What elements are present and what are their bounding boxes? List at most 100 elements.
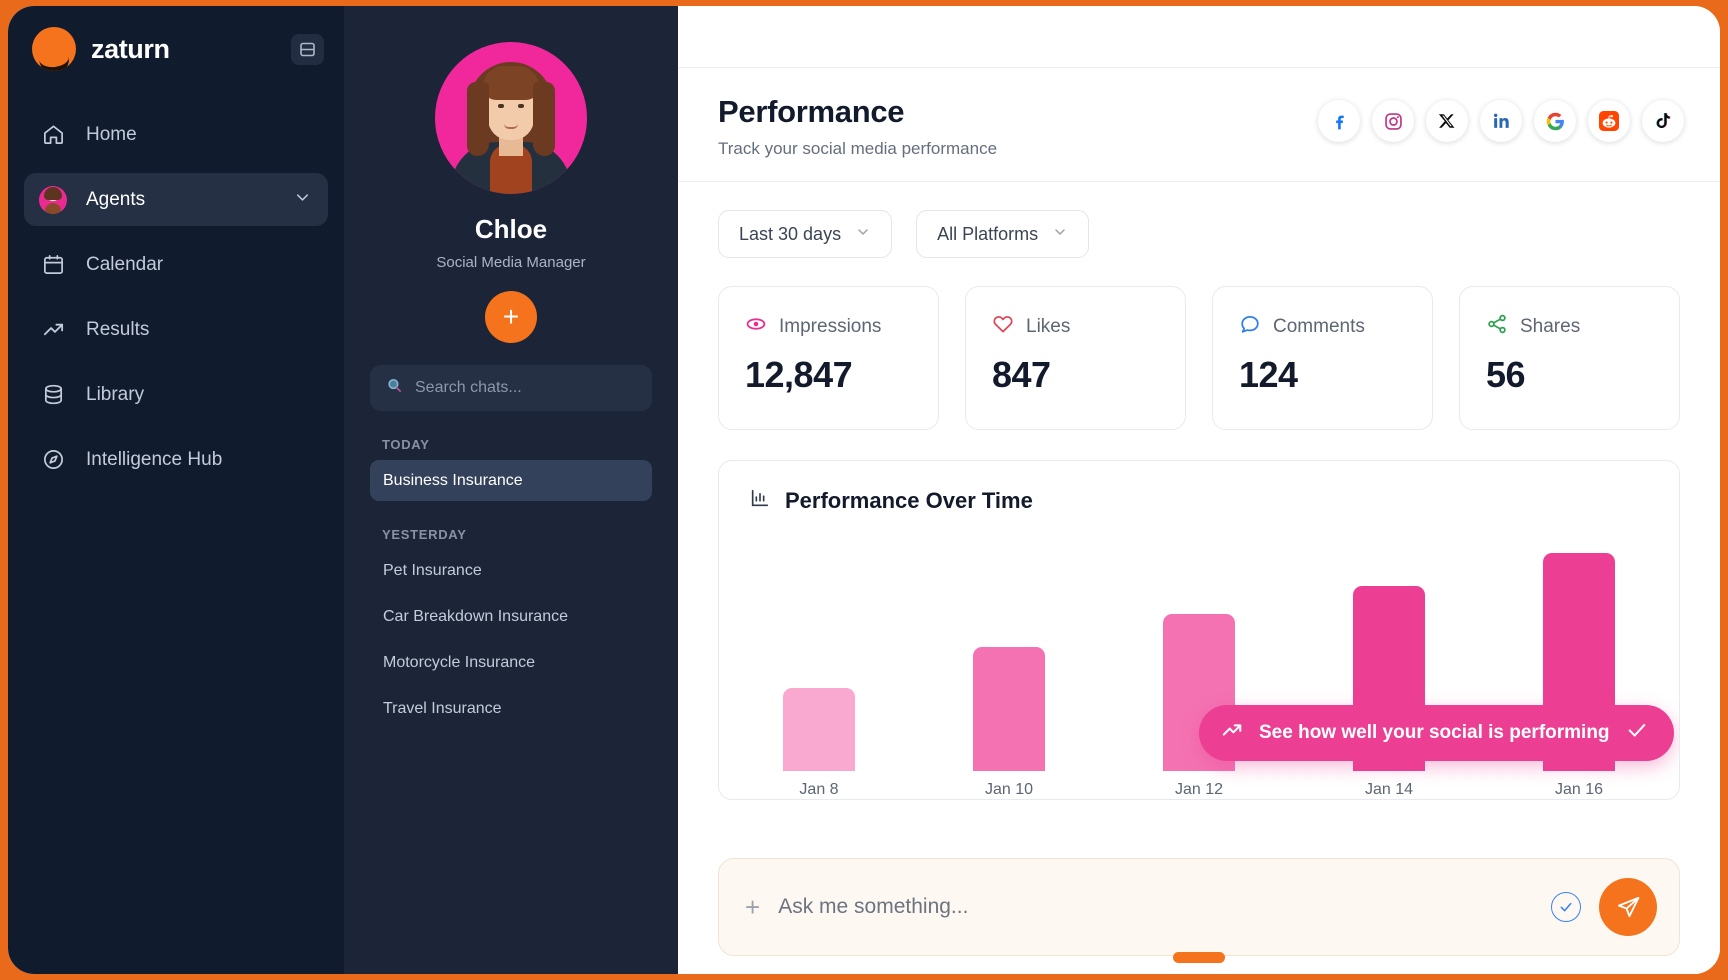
compass-icon [40,447,66,473]
left-sidebar: zaturn Home Agents [8,6,344,974]
bar-axis-label: Jan 12 [1174,781,1224,798]
list-item[interactable]: Travel Insurance [383,699,502,717]
check-circle-icon[interactable] [1551,892,1581,922]
sidebar-item-label: Agents [86,188,146,210]
sidebar-item-label: Calendar [86,253,164,275]
avatar [435,42,587,194]
instagram-icon[interactable] [1372,100,1414,142]
x-twitter-icon[interactable] [1426,100,1468,142]
chart-bar[interactable] [973,646,1045,771]
heart-icon [992,313,1014,340]
sidebar-item-label: Home [86,123,137,145]
list-item[interactable]: Car Breakdown Insurance [383,607,568,625]
bar-chart-plot: Jan 8 Jan 10 Jan 12 Jan 14 Jan 16 [749,551,1649,799]
date-range-select[interactable]: Last 30 days [718,210,893,258]
chevron-down-icon [1052,224,1068,245]
chat-group-label-yesterday: YESTERDAY [382,527,467,542]
agent-avatar-icon [39,185,67,214]
bar-axis-label: Jan 16 [1554,781,1604,798]
stat-value: 56 [1486,354,1526,395]
list-item[interactable]: Motorcycle Insurance [383,653,536,671]
stat-label: Shares [1520,315,1581,337]
stats-row: Impressions 12,847 Likes 847 C [678,258,1720,430]
chart-title: Performance Over Time [785,487,1033,513]
drag-pill-handle[interactable] [1173,952,1225,963]
stat-label: Likes [1026,315,1071,337]
social-platform-list [1318,94,1684,142]
stat-value: 124 [1239,354,1298,395]
linkedin-icon[interactable] [1480,100,1522,142]
bar-axis-label: Jan 10 [984,781,1034,798]
trending-up-icon [40,317,66,343]
chat-sidebar: Chloe Social Media Manager + Search chat… [344,6,678,974]
brand-name: zaturn [91,33,170,64]
bar-column: Jan 16 [1543,553,1615,799]
page-subtitle: Track your social media performance [718,139,998,158]
list-item[interactable]: Business Insurance [370,460,652,501]
profile-name: Chloe [474,214,548,244]
stat-label: Comments [1273,315,1365,337]
app-window: zaturn Home Agents [8,6,1720,974]
chart-bar[interactable] [783,688,855,771]
filter-row: Last 30 days All Platforms [678,182,1720,258]
page-header: Performance Track your social media perf… [678,68,1720,182]
calendar-icon [40,252,66,278]
bar-column: Jan 8 [783,688,855,799]
send-button[interactable] [1599,878,1657,936]
database-icon [40,382,66,408]
new-chat-button[interactable]: + [485,291,537,343]
tiktok-icon[interactable] [1642,100,1684,142]
sidebar-nav-list: Home Agents Calendar [24,108,328,486]
main-topbar [678,6,1720,68]
trending-up-icon [1221,719,1243,747]
stat-card-comments: Comments 124 [1212,286,1433,430]
sidebar-item-label: Results [86,318,150,340]
page-title: Performance [718,94,905,129]
performance-chart-card: Performance Over Time Jan 8 Jan 10 Jan 12 J… [718,460,1680,800]
stat-label: Impressions [779,315,882,337]
agent-profile: Chloe Social Media Manager + [370,6,652,343]
bar-chart-icon [749,487,771,514]
composer-area: + Ask me something... [678,844,1720,974]
stat-card-likes: Likes 847 [965,286,1186,430]
profile-role: Social Media Manager [436,254,586,271]
main-content: Performance Track your social media perf… [678,6,1720,974]
reddit-icon[interactable] [1588,100,1630,142]
zaturn-smile-logo-icon [32,27,76,71]
eye-icon [745,313,767,340]
status-badge[interactable]: See how well your social is performing [1199,705,1674,761]
facebook-icon[interactable] [1318,100,1360,142]
list-item[interactable]: Pet Insurance [383,561,482,579]
stat-card-impressions: Impressions 12,847 [718,286,939,430]
search-icon [386,377,403,399]
chevron-down-icon [855,224,871,245]
chat-group-label-today: TODAY [382,437,430,452]
search-input[interactable]: Search chats... [370,365,652,411]
bar-column: Jan 10 [973,646,1045,799]
share-icon [1486,313,1508,340]
stat-value: 847 [992,354,1051,395]
plus-icon[interactable]: + [745,892,761,922]
stat-value: 12,847 [745,354,853,395]
search-placeholder: Search chats... [415,379,522,396]
bar-axis-label: Jan 8 [799,781,839,798]
sidebar-item-calendar[interactable]: Calendar [24,238,328,291]
message-composer[interactable]: + Ask me something... [718,858,1680,963]
sidebar-item-home[interactable]: Home [24,108,328,161]
sidebar-item-agents[interactable]: Agents [24,173,328,226]
chevron-down-icon[interactable] [293,188,312,212]
sidebar-item-library[interactable]: Library [24,368,328,421]
panel-layout-icon[interactable] [291,33,324,65]
bar-column: Jan 14 [1353,585,1425,799]
composer-placeholder: Ask me something... [778,895,969,918]
sidebar-item-results[interactable]: Results [24,303,328,356]
sidebar-item-intelligence-hub[interactable]: Intelligence Hub [24,433,328,486]
stat-card-shares: Shares 56 [1459,286,1680,430]
google-icon[interactable] [1534,100,1576,142]
bar-axis-label: Jan 14 [1364,781,1414,798]
comment-icon [1239,313,1261,340]
sidebar-item-label: Library [86,383,145,405]
date-range-label: Last 30 days [739,223,842,244]
check-icon[interactable] [1626,719,1648,747]
platform-select[interactable]: All Platforms [916,210,1090,258]
